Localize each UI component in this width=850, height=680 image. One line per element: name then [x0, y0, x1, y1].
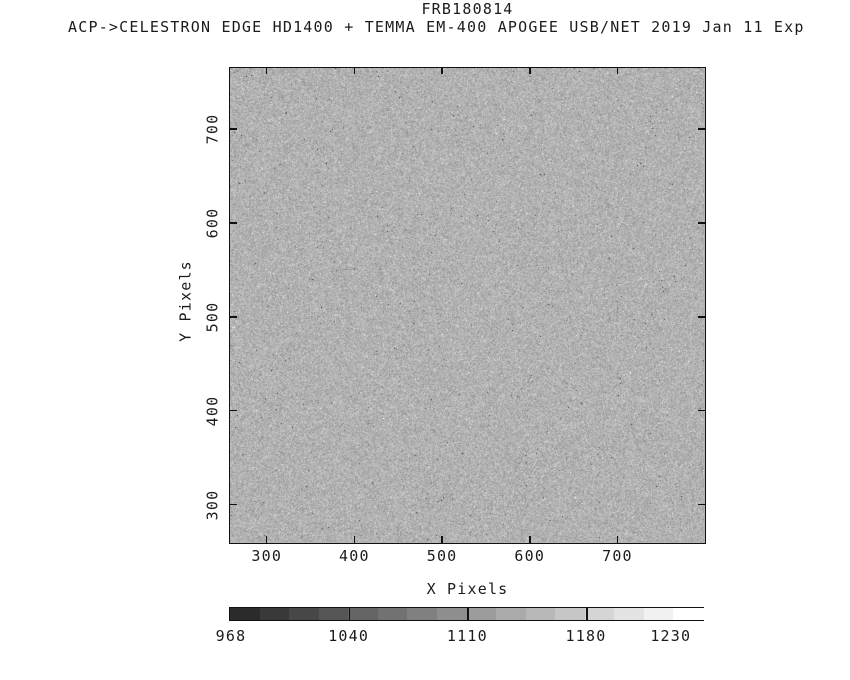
- colorbar-step: [436, 608, 468, 620]
- colorbar-tick-label: 1110: [446, 627, 488, 645]
- plot-frame: [229, 67, 706, 544]
- ccd-image-canvas: [230, 68, 704, 542]
- x-tick-label: 400: [339, 547, 370, 565]
- colorbar-step: [673, 608, 704, 620]
- colorbar-step: [289, 608, 320, 620]
- y-tick-label-text: 300: [203, 489, 222, 520]
- x-tick-label: 600: [514, 547, 546, 565]
- plot-title: FRB180814: [421, 0, 514, 18]
- colorbar-step: [318, 608, 349, 620]
- colorbar-tick-label: 968: [215, 627, 247, 645]
- instrument-info-line: ACP->CELESTRON EDGE HD1400 + TEMMA EM-40…: [68, 18, 805, 36]
- colorbar-step: [348, 608, 379, 620]
- colorbar-tick-label: 1180: [565, 627, 607, 645]
- x-tick-label: 500: [426, 547, 458, 565]
- y-tick-label-text: 400: [203, 395, 222, 427]
- colorbar-step: [525, 608, 556, 620]
- colorbar-tick-line: [586, 608, 588, 620]
- x-tick-label: 700: [602, 547, 633, 565]
- colorbar-step: [555, 608, 586, 620]
- y-axis-title-text: Y Pixels: [176, 260, 195, 342]
- colorbar-step: [377, 608, 408, 620]
- colorbar-step: [466, 608, 497, 620]
- colorbar-step: [230, 608, 261, 620]
- y-tick-label-text: 500: [203, 301, 222, 333]
- colorbar-tick-line: [348, 608, 351, 620]
- x-tick-label: 300: [251, 547, 283, 565]
- colorbar-step: [584, 608, 615, 620]
- x-axis-title: X Pixels: [426, 580, 509, 598]
- colorbar-step: [496, 608, 527, 620]
- colorbar-step: [407, 608, 438, 620]
- colorbar: [229, 607, 704, 621]
- colorbar-tick-label: 1230: [650, 627, 692, 645]
- colorbar-step: [643, 608, 675, 620]
- colorbar-tick-label: 1040: [328, 627, 370, 645]
- y-tick-label-text: 600: [203, 207, 222, 239]
- colorbar-tick-line: [467, 608, 469, 620]
- colorbar-step: [614, 608, 645, 620]
- colorbar-step: [259, 608, 290, 620]
- y-tick-label-text: 700: [203, 113, 222, 145]
